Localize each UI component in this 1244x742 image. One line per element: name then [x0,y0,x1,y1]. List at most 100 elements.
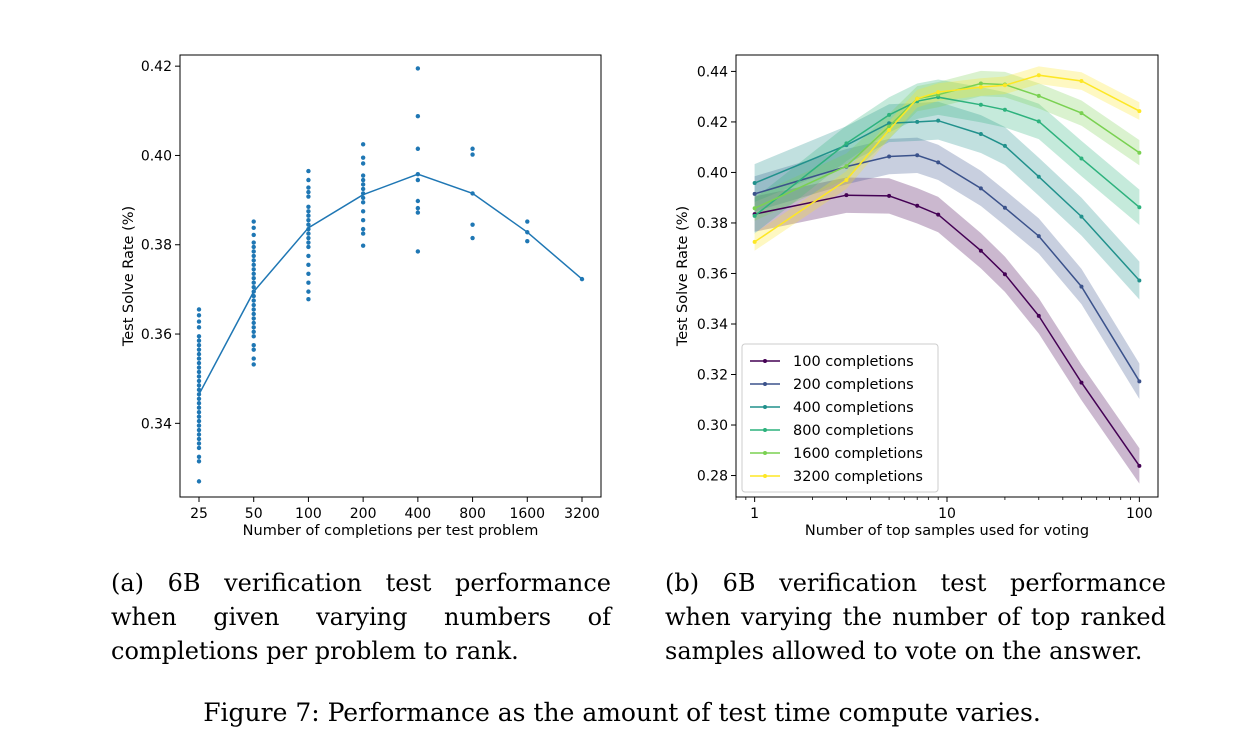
chart-a-point [196,441,202,446]
chart-a-point [360,217,366,223]
chart-b-point [978,85,983,90]
chart-a-point [360,182,366,187]
chart-a-point [251,280,256,285]
caption-b: (b) 6B verification test performance whe… [665,569,1166,665]
chart-a-point [251,356,256,361]
chart-b-point [1036,174,1041,179]
chart-b-point [752,206,757,211]
chart-b-point [1137,379,1142,384]
chart-a-point [196,378,202,384]
chart-a-xlabel: Number of completions per test problem [243,523,539,539]
chart-a-point [306,280,311,285]
chart-a-point [470,152,475,157]
chart-b-point [1137,205,1142,210]
chart-a-ylabel: Test Solve Rate (%) [121,206,137,347]
chart-a-point [196,414,202,419]
chart-b-point [1137,109,1142,114]
chart-a-point [306,244,311,250]
chart-a-point [251,343,256,348]
chart-a-point [251,267,256,272]
chart-b-series-line [754,74,1140,243]
chart-b-point [936,118,941,123]
chart-b-point [1137,278,1142,283]
chart-a-point [360,195,366,201]
chart-a-point [196,409,202,415]
chart-a-point [196,338,202,343]
chart-b-series-line [754,119,1140,282]
chart-a-point [470,222,475,227]
chart-a-point [196,319,202,324]
chart-a-point [415,177,421,183]
chart-b-point [752,239,757,244]
chart-a-point [251,284,256,290]
chart-a-point [196,356,202,361]
chart-b-legend-marker [763,405,767,409]
chart-a-point [251,271,256,276]
chart-b-band [754,79,1140,234]
figure-canvas: 0.34 0.36 0.38 0.40 0.42 25 50 100 200 400 800 1600… [121,54,1159,539]
chart-b-point [978,186,983,191]
chart-a-point [196,313,202,318]
chart-a-point [196,374,202,379]
chart-a-point [251,244,256,250]
chart-b-point [844,193,849,198]
chart-b-point [1079,380,1084,385]
chart-a-point [251,253,256,259]
chart-a-xtick-label: 100 [295,506,322,522]
chart-b-ytick-label: 0.42 [697,115,728,131]
chart-a-point [360,177,366,183]
chart-a-mean-line [198,173,583,395]
chart-b-ytick-label: 0.40 [697,165,728,181]
chart-a-ytick-label: 0.42 [141,59,172,75]
chart-b-point [887,112,892,117]
chart-b-point [915,119,920,124]
chart-a-point [306,231,311,236]
chart-b-legend-marker [763,359,767,363]
chart-a-point [251,240,256,245]
chart-a-point [251,249,256,254]
chart-a-point [415,205,421,211]
chart-a-point [306,289,311,294]
chart-b-point [887,193,892,198]
chart-a-point [360,209,366,214]
chart-a-point [306,271,311,276]
chart-a-point [306,204,311,209]
chart-a-point [251,316,256,321]
chart-a-point [196,396,202,401]
chart-b-band [754,101,1140,300]
chart-a-xtick-label: 400 [404,506,431,522]
chart-b-band [754,137,1140,399]
chart-a-point [251,258,256,263]
chart-a-point [470,235,475,241]
chart-a-point [196,423,202,428]
chart-b-point [1036,234,1041,239]
chart-b-point [1079,111,1084,116]
chart-a-point [415,198,421,204]
chart-a-ytick-label: 0.36 [141,327,172,343]
chart-a-point [251,225,256,230]
chart-b-xtick-label: 1 [750,506,759,522]
chart-b-legend-marker [763,382,767,386]
chart-a-point [196,427,202,433]
chart-a-point [196,436,202,442]
chart-b-point [1036,73,1041,78]
chart-a-point [525,219,530,224]
chart-b-legend-label: 400 completions [793,400,914,416]
chart-b-point [915,96,920,101]
chart-a-point [196,369,202,375]
chart-a-ytick-label: 0.34 [141,416,172,432]
chart-a-point [251,362,256,367]
chart-b-legend-label: 1600 completions [793,446,923,462]
chart-a-point [306,217,311,223]
chart-a-point [470,146,475,151]
caption-a: (a) 6B verification test performance whe… [111,569,611,665]
chart-b-point [936,160,941,165]
chart-b-point [978,81,983,86]
chart-a-point [306,209,311,214]
chart-a-point [196,360,202,366]
chart-b-ytick-label: 0.38 [697,216,728,232]
chart-b-point [1036,313,1041,318]
chart-b-point [978,132,983,137]
chart-a-point [306,235,311,241]
chart-a-point [306,240,311,245]
